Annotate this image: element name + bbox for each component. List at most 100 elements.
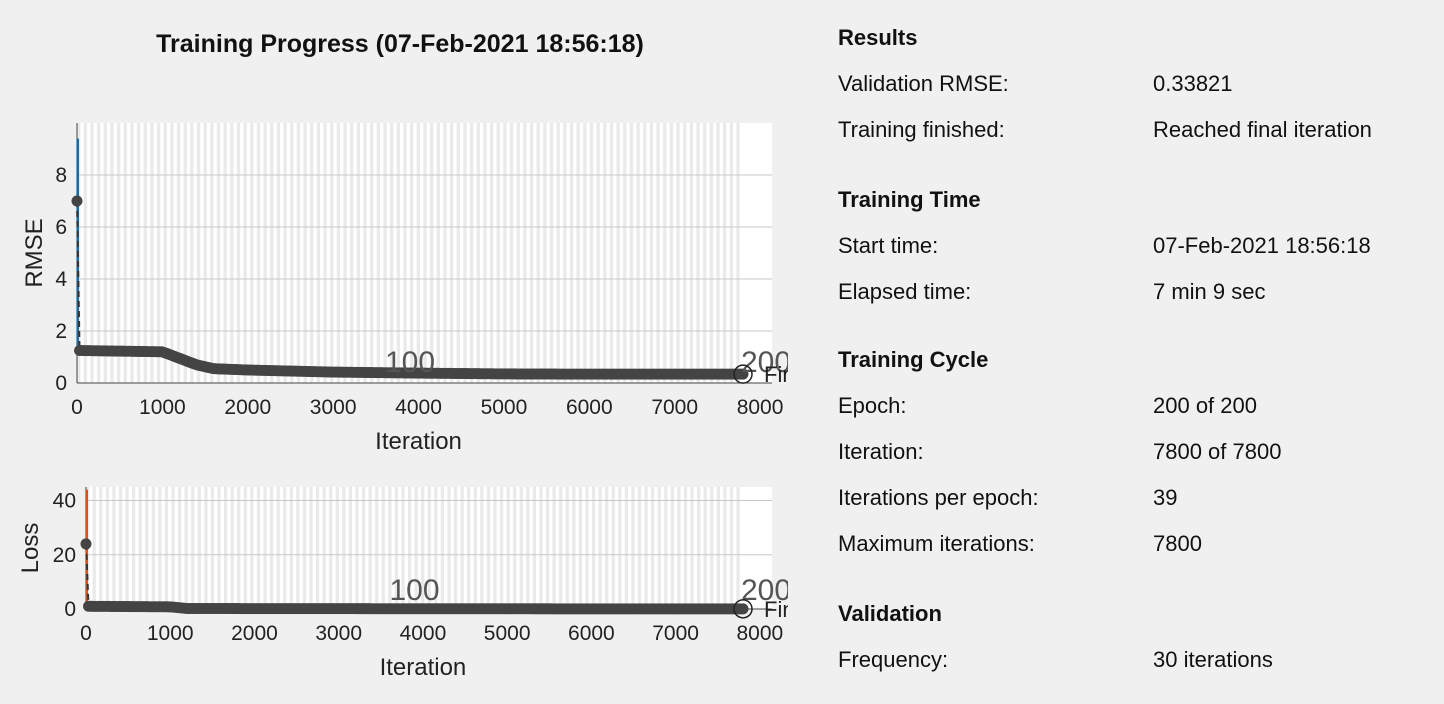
rmse-x-tick-label: 2000	[224, 396, 271, 419]
rmse-epoch-band	[283, 123, 287, 383]
rmse-epoch-band	[376, 123, 381, 383]
rmse-epoch-band	[736, 123, 740, 383]
loss-epoch-band	[578, 487, 583, 609]
validation-heading: Validation	[838, 601, 942, 626]
loss-epoch-band	[598, 487, 602, 609]
rmse-epoch-band	[243, 123, 247, 383]
loss-epoch-band	[657, 487, 661, 609]
loss-epoch-band	[683, 487, 688, 609]
loss-epoch-band	[539, 487, 543, 609]
loss-epoch-band	[513, 487, 517, 609]
loss-epoch-band	[283, 487, 287, 609]
loss-y-axis-label: Loss	[17, 523, 44, 574]
loss-epoch-band	[164, 487, 169, 609]
rmse-epoch-band	[423, 123, 427, 383]
rmse-epoch-band	[323, 123, 327, 383]
rmse-epoch-band	[643, 123, 647, 383]
rmse-epoch-band	[496, 123, 500, 383]
loss-epoch-band	[151, 487, 155, 609]
loss-y-tick-label: 40	[53, 490, 76, 513]
rmse-epoch-band	[449, 123, 454, 383]
maximum-iterations-label: Maximum iterations:	[838, 531, 1035, 556]
rmse-final-marker	[733, 364, 753, 384]
loss-epoch-band	[624, 487, 629, 609]
rmse-epoch-band	[616, 123, 620, 383]
rmse-epoch-band	[716, 123, 720, 383]
loss-epoch-band	[322, 487, 326, 609]
rmse-epoch-band	[549, 123, 554, 383]
rmse-epoch-band	[230, 123, 234, 383]
loss-epoch-band	[177, 487, 182, 609]
loss-epoch-band	[565, 487, 569, 609]
loss-epoch-band	[342, 487, 346, 609]
loss-epoch-band	[250, 487, 254, 609]
rmse-validation-point	[71, 195, 83, 207]
loss-epoch-band	[486, 487, 491, 609]
rmse-epoch-band	[589, 123, 594, 383]
rmse-epoch-band	[483, 123, 487, 383]
loss-epoch-label: 100	[389, 574, 439, 607]
chart-title: Training Progress (07-Feb-2021 18:56:18)	[156, 30, 644, 58]
rmse-x-tick-label: 4000	[395, 396, 442, 419]
rmse-epoch-band	[403, 123, 407, 383]
rmse-epoch-band	[196, 123, 201, 383]
loss-x-tick-label: 6000	[568, 622, 615, 645]
rmse-y-tick-label: 6	[55, 216, 67, 239]
rmse-epoch-band	[163, 123, 167, 383]
rmse-epoch-band	[250, 123, 254, 383]
rmse-epoch-band	[83, 123, 87, 383]
loss-epoch-band	[690, 487, 694, 609]
loss-epoch-band	[263, 487, 267, 609]
loss-epoch-band	[631, 487, 635, 609]
rmse-epoch-band	[543, 123, 547, 383]
rmse-x-tick-label: 6000	[566, 396, 613, 419]
loss-x-tick-label: 2000	[231, 622, 278, 645]
rmse-epoch-band	[96, 123, 101, 383]
loss-epoch-band	[368, 487, 372, 609]
loss-epoch-band	[118, 487, 123, 609]
loss-epoch-band	[210, 487, 215, 609]
loss-epoch-band	[375, 487, 379, 609]
loss-epoch-band	[493, 487, 497, 609]
loss-epoch-band	[191, 487, 195, 609]
loss-epoch-band	[197, 487, 201, 609]
rmse-epoch-band	[110, 123, 114, 383]
rmse-epoch-band	[270, 123, 274, 383]
loss-epoch-band	[499, 487, 504, 609]
rmse-epoch-band	[136, 123, 141, 383]
loss-epoch-band	[559, 487, 563, 609]
rmse-epoch-band	[569, 123, 574, 383]
loss-validation-point	[737, 603, 749, 615]
rmse-epoch-band	[410, 123, 414, 383]
loss-epoch-band	[670, 487, 675, 609]
loss-epoch-band	[545, 487, 550, 609]
rmse-epoch-band	[723, 123, 727, 383]
elapsed-time-label: Elapsed time:	[838, 279, 972, 304]
loss-y-tick-label: 0	[64, 598, 76, 621]
loss-epoch-band	[407, 487, 412, 609]
rmse-epoch-band	[516, 123, 520, 383]
rmse-epoch-band	[236, 123, 241, 383]
loss-epoch-band	[591, 487, 596, 609]
results-heading: Results	[838, 25, 918, 50]
rmse-y-axis-label: RMSE	[21, 218, 48, 287]
loss-epoch-band	[158, 487, 162, 609]
rmse-epoch-band	[176, 123, 181, 383]
rmse-epoch-band	[636, 123, 640, 383]
rmse-epoch-band	[343, 123, 347, 383]
start-time-value: 07-Feb-2021 18:56:18	[1153, 233, 1371, 258]
rmse-epoch-band	[629, 123, 634, 383]
rmse-epoch-band	[356, 123, 361, 383]
rmse-epoch-band	[729, 123, 734, 383]
loss-epoch-band	[296, 487, 300, 609]
loss-epoch-band	[92, 487, 96, 609]
loss-validation-point	[80, 538, 92, 550]
rmse-epoch-band	[256, 123, 261, 383]
loss-epoch-band	[361, 487, 366, 609]
loss-epoch-band	[302, 487, 307, 609]
loss-epoch-band	[223, 487, 228, 609]
loss-final-label: Final	[764, 597, 800, 622]
rmse-epoch-band	[436, 123, 440, 383]
maximum-iterations-value: 7800	[1153, 531, 1202, 556]
rmse-epoch-band	[336, 123, 341, 383]
